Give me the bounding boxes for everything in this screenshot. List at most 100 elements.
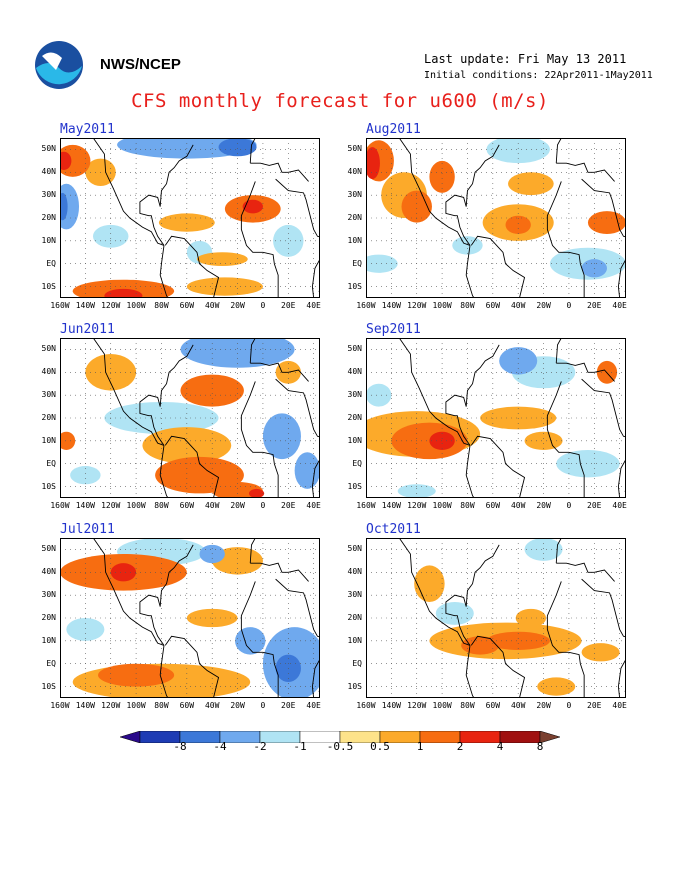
- map-frame: [60, 538, 320, 698]
- lon-label: 60W: [485, 501, 501, 510]
- anomaly-region: [60, 144, 91, 177]
- colorbar-label: -4: [213, 740, 227, 753]
- coastline: [581, 578, 626, 698]
- anomaly-region: [524, 431, 563, 450]
- coastline: [139, 344, 194, 446]
- coastline: [546, 581, 585, 698]
- coastline: [465, 445, 475, 498]
- lon-label: 100W: [432, 701, 452, 710]
- colorbar-label: 1: [416, 740, 424, 753]
- lon-label: 80W: [460, 301, 475, 310]
- lon-label: 160W: [356, 701, 376, 710]
- coastline: [470, 435, 526, 498]
- lat-label: 20N: [347, 213, 362, 222]
- anomaly-region: [429, 160, 455, 193]
- colorbar-label: -8: [173, 740, 187, 753]
- lon-label: 20W: [536, 301, 551, 310]
- lon-label: 60W: [179, 501, 195, 510]
- forecast-map-panel: [366, 338, 626, 498]
- colorbar-label: 2: [456, 740, 464, 753]
- lat-label: 50N: [41, 544, 56, 554]
- lat-label: 30N: [347, 390, 362, 400]
- anomaly-region: [60, 192, 68, 221]
- lon-label: 120W: [101, 301, 121, 310]
- lat-label: 20N: [41, 213, 56, 222]
- lon-label: 80W: [154, 701, 169, 710]
- colorbar-high-arrow: [539, 730, 561, 744]
- forecast-map: [60, 538, 320, 698]
- lon-label: 0: [260, 501, 266, 510]
- panel-title: May2011: [60, 122, 115, 137]
- lon-label: 120W: [407, 301, 427, 310]
- anomaly-region: [486, 138, 550, 164]
- anomaly-region: [429, 431, 455, 450]
- lon-label: 140W: [75, 701, 95, 710]
- lon-label: 60W: [179, 701, 195, 710]
- forecast-map: [366, 538, 626, 698]
- lat-label: EQ: [46, 658, 56, 668]
- lon-label: 80W: [460, 501, 475, 510]
- anomaly-region: [515, 608, 547, 628]
- coastline: [581, 378, 626, 498]
- lat-label: 40N: [41, 367, 56, 377]
- anomaly-region: [110, 563, 137, 582]
- panel-title: Oct2011: [366, 522, 421, 537]
- anomaly-region: [461, 636, 500, 655]
- lat-label: EQ: [46, 458, 56, 468]
- lon-label: 100W: [126, 501, 146, 510]
- anomaly-region: [505, 215, 531, 234]
- org-name: NWS/NCEP: [100, 56, 181, 73]
- lon-label: 20E: [587, 301, 602, 310]
- lon-label: 20W: [230, 501, 245, 510]
- lat-label: 10S: [41, 481, 56, 491]
- lon-label: 80W: [154, 301, 169, 310]
- lat-label: 10N: [41, 235, 56, 245]
- anomaly-region: [218, 138, 257, 157]
- anomaly-region: [98, 663, 175, 687]
- lat-label: 10N: [347, 635, 362, 645]
- coastline: [159, 445, 169, 498]
- colorbar-label: -2: [253, 740, 267, 753]
- lon-label: 80W: [460, 701, 475, 710]
- anomaly-region: [294, 452, 320, 489]
- lat-label: 40N: [41, 167, 56, 177]
- colorbar-label: -1: [293, 740, 307, 753]
- coastline: [250, 162, 309, 182]
- lon-label: 0: [566, 701, 572, 710]
- anomaly-region: [499, 347, 538, 375]
- lon-label: 160W: [356, 501, 376, 510]
- anomaly-region: [104, 288, 143, 298]
- anomaly-region: [397, 484, 436, 498]
- anomaly-region: [581, 643, 620, 662]
- lon-label: 40E: [306, 301, 321, 310]
- coastline: [164, 435, 220, 498]
- lon-label: 140W: [75, 301, 95, 310]
- map-frame: [366, 538, 626, 698]
- anomaly-region: [508, 172, 554, 196]
- anomaly-region: [186, 277, 263, 296]
- lon-label: 40W: [510, 301, 526, 310]
- lat-label: EQ: [352, 458, 362, 468]
- coastline: [250, 362, 309, 382]
- lat-label: 50N: [41, 344, 56, 354]
- lon-label: 120W: [407, 501, 427, 510]
- lon-label: 20W: [230, 301, 245, 310]
- lon-label: 40E: [306, 501, 321, 510]
- anomaly-region: [70, 466, 101, 485]
- lon-label: 160W: [50, 701, 70, 710]
- anomaly-region: [435, 602, 474, 625]
- map-frame: [60, 338, 320, 498]
- coastline: [139, 544, 194, 646]
- coastline: [250, 562, 309, 582]
- lon-label: 140W: [75, 501, 95, 510]
- lon-label: 120W: [407, 701, 427, 710]
- coastline: [465, 245, 475, 298]
- lat-label: 10S: [41, 281, 56, 291]
- coastline: [398, 538, 471, 646]
- coastline: [470, 235, 526, 298]
- forecast-map: [60, 138, 320, 298]
- anomaly-region: [486, 631, 550, 650]
- coastline: [92, 538, 165, 646]
- lon-label: 20W: [536, 701, 551, 710]
- lat-label: 10N: [41, 635, 56, 645]
